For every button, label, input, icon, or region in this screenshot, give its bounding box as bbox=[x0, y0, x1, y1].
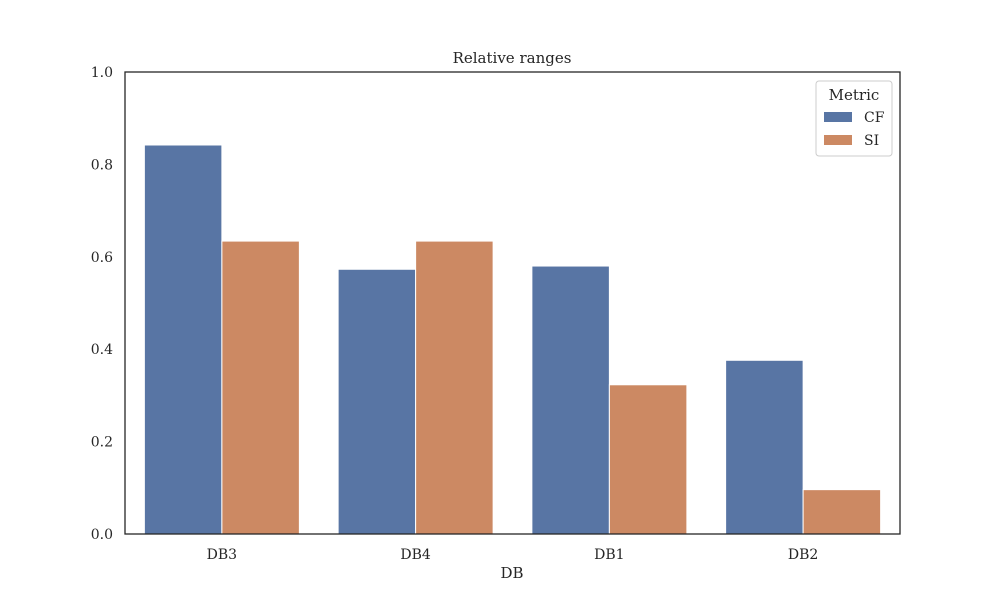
bar-cf-db4 bbox=[337, 268, 417, 535]
bar-cf-db1 bbox=[531, 265, 610, 535]
bars-group bbox=[143, 144, 882, 535]
x-tick-label-db3: DB3 bbox=[207, 547, 237, 563]
x-tick-label-db1: DB1 bbox=[594, 547, 624, 563]
legend-swatch-cf bbox=[824, 112, 852, 122]
x-tick-label-db4: DB4 bbox=[400, 547, 431, 563]
bar-cf-db3 bbox=[143, 144, 223, 535]
y-tick-label: 0.8 bbox=[91, 157, 113, 173]
y-tick-label: 0.4 bbox=[91, 342, 113, 358]
chart-title: Relative ranges bbox=[453, 49, 572, 67]
y-tick-label: 0.2 bbox=[91, 435, 113, 451]
plot-frame bbox=[124, 71, 901, 535]
y-tick-label: 0.6 bbox=[91, 250, 113, 266]
bar-cf-db2 bbox=[725, 359, 804, 535]
legend-title: Metric bbox=[829, 86, 880, 104]
x-axis-ticks: DB3 DB4 DB1 DB2 bbox=[207, 547, 819, 563]
y-tick-label: 1.0 bbox=[91, 65, 113, 81]
legend-label-cf: CF bbox=[864, 110, 885, 126]
x-axis-label: DB bbox=[500, 564, 523, 582]
y-tick-label: 0.0 bbox=[91, 527, 113, 543]
y-axis-ticks: 0.0 0.2 0.4 0.6 0.8 1.0 bbox=[91, 65, 113, 543]
legend-swatch-si bbox=[824, 135, 852, 145]
x-tick-label-db2: DB2 bbox=[788, 547, 818, 563]
legend-items: CF SI bbox=[824, 110, 885, 149]
legend: Metric CF SI bbox=[815, 80, 893, 157]
bar-si-db2 bbox=[802, 489, 882, 535]
bar-si-db1 bbox=[608, 384, 688, 535]
bar-si-db3 bbox=[221, 240, 300, 535]
legend-label-si: SI bbox=[864, 133, 879, 149]
bar-si-db4 bbox=[415, 240, 494, 535]
